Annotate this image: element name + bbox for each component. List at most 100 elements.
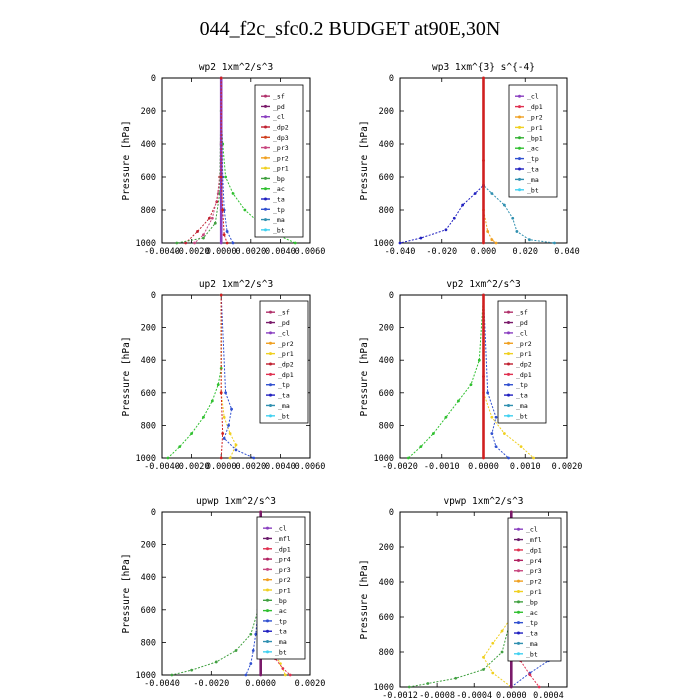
data-point	[225, 230, 229, 233]
legend-entry: _pr1	[527, 124, 543, 132]
legend: _cl _mfl _dp1 _pr4 _pr3 _pr2 _pr1 _bp _ac _tp _ta _…	[256, 516, 306, 660]
legend-entry: _pd	[516, 319, 528, 327]
data-point	[494, 445, 498, 448]
data-point	[444, 228, 448, 232]
legend-entry: _bt	[273, 226, 285, 234]
legend-marker	[507, 383, 510, 387]
legend-entry: _dp2	[273, 124, 289, 132]
legend-entry: _cl	[275, 525, 287, 533]
data-point	[486, 230, 490, 233]
legend-marker	[517, 590, 520, 593]
legend-entry: _bt	[278, 412, 290, 420]
data-point	[252, 456, 256, 460]
data-point	[234, 443, 238, 447]
data-point	[202, 233, 205, 237]
data-point	[214, 660, 218, 664]
data-point	[482, 159, 485, 162]
legend-entry: _ta	[278, 392, 290, 400]
x-tick-label: 0.0060	[295, 247, 326, 257]
data-point	[553, 241, 556, 245]
plot-frame	[161, 511, 311, 676]
legend-entry: _tp	[516, 381, 528, 389]
page-title: 044_f2c_sfc0.2 BUDGET at90E,30N	[199, 18, 501, 40]
legend-box	[508, 84, 558, 198]
legend-box	[497, 300, 547, 424]
data-point	[283, 673, 287, 677]
x-tick-label: -0.0040	[144, 679, 180, 689]
legend-entry: _pr3	[275, 566, 291, 574]
legend-marker	[518, 177, 521, 181]
data-point	[249, 632, 253, 636]
legend-entry: _ma	[526, 640, 538, 648]
data-point	[190, 668, 194, 672]
legend-entry: _bt	[275, 648, 287, 656]
chart-title: vp2 1xm^2/s^3	[446, 279, 520, 290]
data-point	[222, 233, 226, 237]
legend-entry: _cl	[527, 93, 539, 101]
legend-marker	[507, 403, 510, 407]
legend-marker	[269, 403, 272, 407]
data-point	[221, 432, 225, 435]
data-point	[234, 448, 238, 452]
legend-marker	[264, 135, 267, 139]
legend-entry: _pr2	[273, 154, 289, 162]
legend-entry: _pd	[273, 103, 285, 111]
x-tick-label: 0.0060	[295, 462, 326, 472]
legend-entry: _pr2	[278, 340, 294, 348]
legend-entry: _pr2	[526, 578, 542, 586]
series-line-pr3	[194, 78, 222, 244]
legend-marker	[517, 621, 520, 625]
data-point	[225, 241, 229, 245]
x-tick-label: -0.0020	[174, 462, 210, 472]
legend-marker	[507, 362, 510, 366]
legend-entry: _dp2	[516, 361, 532, 369]
legend-marker	[264, 115, 267, 119]
x-tick-label: -0.0020	[174, 247, 210, 257]
data-point	[166, 456, 170, 460]
y-tick-label: 200	[141, 541, 156, 551]
chart-title: upwp 1xm^2/s^3	[196, 496, 276, 507]
y-tick-label: 1000	[374, 454, 394, 464]
y-axis-label: Pressure [hPa]	[121, 553, 132, 633]
legend-marker	[269, 362, 272, 366]
legend-entry: _bt	[527, 186, 539, 194]
y-tick-label: 0	[389, 508, 394, 518]
legend-marker	[264, 146, 267, 150]
y-tick-label: 600	[141, 389, 156, 399]
legend-marker	[269, 352, 272, 356]
data-point	[477, 358, 481, 362]
legend-entry: _dp1	[526, 546, 542, 554]
x-tick-label: 0.0004	[533, 691, 564, 700]
data-point	[213, 221, 217, 225]
legend-marker	[507, 321, 510, 325]
data-point	[293, 241, 297, 245]
y-tick-label: 200	[141, 107, 156, 117]
data-point	[202, 415, 205, 419]
data-point	[398, 241, 402, 245]
legend: _sf _pd _cl _dp2 _dp3 _pr3 _pr2 _pr1 _bp _ac _ta _t…	[254, 84, 304, 238]
data-point	[528, 673, 532, 677]
series-line-tp	[220, 294, 255, 459]
series-line-ac	[408, 294, 484, 459]
data-point	[454, 676, 458, 680]
legend: _cl _dp1 _pr2 _pr1 _bp1 _ac _tp _ta _ma _bt	[508, 84, 558, 198]
data-point	[219, 175, 223, 179]
data-point	[528, 238, 531, 242]
chart-panel-6: vpwp 1xm^2/s^3 Pressure [hPa] 0 200 400 600 80…	[359, 496, 568, 700]
legend-entry: _dp1	[275, 545, 291, 553]
data-point	[254, 632, 258, 636]
legend-marker	[507, 352, 510, 356]
data-point	[507, 456, 510, 460]
legend-marker	[264, 156, 267, 160]
x-tick-label: -0.0004	[456, 691, 492, 700]
legend-entry: _ma	[516, 402, 528, 410]
legend-marker	[264, 228, 267, 232]
y-tick-label: 800	[141, 638, 156, 648]
plot-frame	[161, 294, 311, 459]
legend-marker	[517, 610, 520, 614]
legend-entry: _bp	[273, 175, 285, 183]
legend-entry: _sf	[516, 309, 528, 317]
x-tick-label: -0.040	[385, 247, 416, 257]
chart-title: wp2 1xm^2/s^3	[199, 62, 273, 73]
legend-entry: _ac	[526, 609, 538, 617]
